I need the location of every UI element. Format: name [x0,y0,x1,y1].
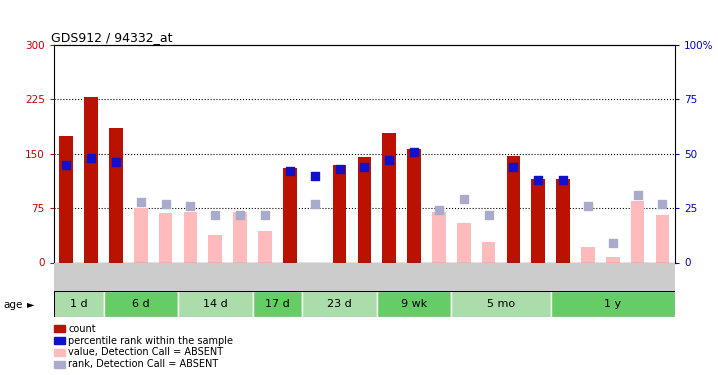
Bar [401,262,426,291]
Bar [54,291,103,317]
Bar [581,246,595,262]
Point [111,159,122,165]
Bar [332,165,346,262]
Bar [358,158,371,262]
Point [533,177,544,183]
Point [309,172,320,178]
Bar [482,242,495,262]
Bar [452,291,551,317]
Text: rank, Detection Call = ABSENT: rank, Detection Call = ABSENT [68,360,218,369]
Point [234,211,246,217]
Bar [134,208,148,262]
Bar [103,291,178,317]
Text: GDS912 / 94332_at: GDS912 / 94332_at [51,31,172,44]
Point [383,157,395,163]
Bar [129,262,153,291]
Point [409,148,420,154]
Bar [103,262,129,291]
Bar [576,262,600,291]
Bar [457,223,470,262]
Bar [159,213,172,262]
Bar [233,212,247,262]
Bar [551,262,576,291]
Bar [426,262,452,291]
Text: 9 wk: 9 wk [401,299,427,309]
Bar [650,262,675,291]
Bar [228,262,253,291]
Point [358,164,370,170]
Bar [253,262,277,291]
Point [433,207,444,213]
Bar [501,262,526,291]
Point [185,203,196,209]
Bar [283,168,297,262]
Bar [600,262,625,291]
Bar [631,201,645,262]
Point [632,192,643,198]
Bar [407,148,421,262]
Bar [476,262,501,291]
Point [60,162,72,168]
Bar [54,262,79,291]
Point [607,240,618,246]
Bar [302,262,327,291]
Bar [60,136,73,262]
Bar [203,262,228,291]
Bar [352,262,377,291]
Bar [526,262,551,291]
Bar [253,291,302,317]
Point [135,199,146,205]
Point [482,211,494,217]
Bar [452,262,476,291]
Bar [432,212,446,262]
Point [557,177,569,183]
Bar [625,262,650,291]
Bar [302,291,377,317]
Text: ►: ► [27,300,34,309]
Bar [153,262,178,291]
Point [160,201,172,207]
Text: percentile rank within the sample: percentile rank within the sample [68,336,233,345]
Bar [208,235,222,262]
Bar [656,215,669,262]
Bar [531,179,545,262]
Point [508,164,519,170]
Point [210,211,221,217]
Bar [377,262,401,291]
Point [334,166,345,172]
Text: count: count [68,324,95,333]
Point [582,203,594,209]
Bar [109,128,123,262]
Point [259,211,271,217]
Bar [277,262,302,291]
Bar [556,179,570,262]
Text: age: age [4,300,23,309]
Bar [178,262,203,291]
Text: 1 y: 1 y [605,299,621,309]
Bar [383,134,396,262]
Point [657,201,668,207]
Text: 14 d: 14 d [203,299,228,309]
Text: 5 mo: 5 mo [487,299,515,309]
Bar [377,291,452,317]
Bar [606,257,620,262]
Bar [551,291,675,317]
Text: value, Detection Call = ABSENT: value, Detection Call = ABSENT [68,348,223,357]
Text: 1 d: 1 d [70,299,88,309]
Point [284,168,296,174]
Bar [178,291,253,317]
Bar [79,262,103,291]
Bar [507,156,521,262]
Point [85,155,97,161]
Text: 6 d: 6 d [132,299,149,309]
Bar [84,97,98,262]
Point [309,201,320,207]
Point [458,196,470,202]
Bar [184,212,197,262]
Text: 17 d: 17 d [265,299,290,309]
Text: 23 d: 23 d [327,299,352,309]
Bar [258,231,272,262]
Bar [327,262,352,291]
